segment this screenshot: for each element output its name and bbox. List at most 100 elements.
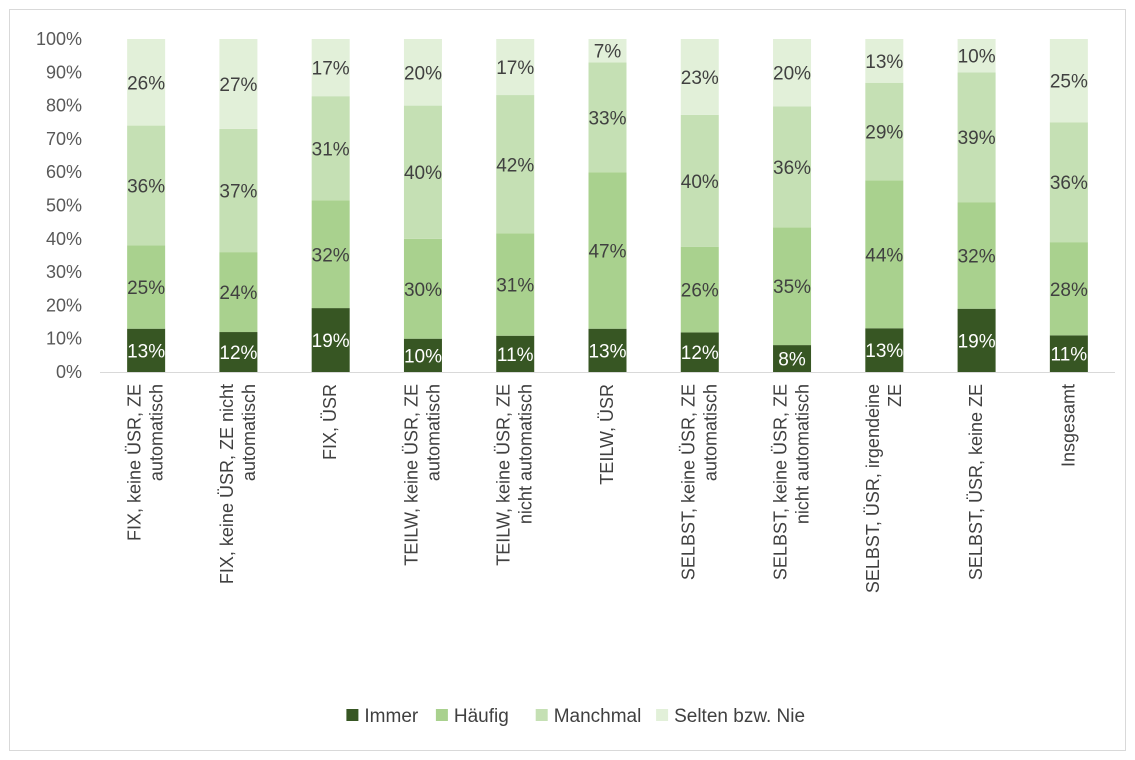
bar-segment-immer xyxy=(773,345,812,372)
y-tick-label: 100% xyxy=(36,29,82,49)
data-label: 13% xyxy=(865,52,903,73)
y-tick-label: 90% xyxy=(46,62,82,82)
legend-label: Immer xyxy=(364,706,419,727)
data-label: 11% xyxy=(1051,345,1088,366)
y-axis: 0% 10% 20% 30% 40% 50% 60% 70% 80% 90% 100% xyxy=(36,29,82,382)
bar-segment-selten-bzw-nie xyxy=(219,39,258,129)
bar-segment-immer xyxy=(680,332,719,372)
data-label: 33% xyxy=(588,108,626,129)
data-label: 35% xyxy=(773,277,811,298)
x-axis: FIX, keine ÜSR, ZE automatisch FIX, keine … xyxy=(100,372,1115,593)
bar-segment-immer xyxy=(219,332,258,372)
bar-segment-manchmal xyxy=(219,128,258,253)
bar-segment-immer xyxy=(127,328,166,372)
bar-segment-manchmal xyxy=(865,82,904,181)
bar-segment-häufig xyxy=(773,227,812,346)
legend: Immer Häufig Manchmal Selten bzw. Nie xyxy=(346,706,805,727)
x-category-label: TEILW, keine ÜSR, ZE automatisch xyxy=(401,384,443,566)
data-label: 40% xyxy=(404,163,442,184)
bar-segment-manchmal xyxy=(773,106,812,228)
data-label: 31% xyxy=(312,139,350,160)
legend-swatch xyxy=(346,709,359,721)
legend-swatch xyxy=(435,709,448,721)
data-label: 11% xyxy=(497,345,534,366)
bar-segment-immer xyxy=(1049,335,1088,372)
x-category-label: FIX, ÜSR xyxy=(320,384,340,460)
data-labels: 13% 25% 36% 26% 12% 24% 37% 27% 19% 32% 31% 17% 10% 3… xyxy=(127,42,1088,371)
data-label: 7% xyxy=(594,42,622,63)
data-label: 42% xyxy=(496,155,534,176)
legend-label: Selten bzw. Nie xyxy=(674,706,805,727)
bar-segment-häufig xyxy=(588,172,627,329)
x-category-label: FIX, keine ÜSR, ZE automatisch xyxy=(125,384,167,541)
x-category-label: TEILW, ÜSR xyxy=(597,384,617,485)
data-label: 25% xyxy=(127,278,165,299)
data-label: 12% xyxy=(219,343,257,364)
bar-segment-manchmal xyxy=(127,125,166,246)
stacked-bar-chart: 0% 10% 20% 30% 40% 50% 60% 70% 80% 90% 100% 13% 25%… xyxy=(36,29,1115,727)
data-label: 13% xyxy=(588,341,626,362)
data-label: 25% xyxy=(1050,72,1088,93)
data-label: 10% xyxy=(404,346,442,367)
data-label: 28% xyxy=(1050,280,1088,301)
bar-segment-selten-bzw-nie xyxy=(680,39,719,115)
data-label: 24% xyxy=(219,283,257,304)
bar-segment-selten-bzw-nie xyxy=(1049,39,1088,123)
bar-segment-manchmal xyxy=(311,96,350,201)
y-tick-label: 70% xyxy=(46,129,82,149)
bar-segment-manchmal xyxy=(957,72,996,203)
x-category-label: TEILW, keine ÜSR, ZE nicht automatisch xyxy=(494,384,536,566)
bar-segment-selten-bzw-nie xyxy=(865,39,904,83)
data-label: 36% xyxy=(127,177,165,198)
bar-segment-selten-bzw-nie xyxy=(127,39,166,126)
data-label: 36% xyxy=(1050,173,1088,194)
bar-segment-häufig xyxy=(680,246,719,333)
data-label: 26% xyxy=(127,73,165,94)
x-category-label: Insgesamt xyxy=(1058,384,1078,467)
chart-frame: 0% 10% 20% 30% 40% 50% 60% 70% 80% 90% 100% 13% 25%… xyxy=(9,9,1126,751)
bars xyxy=(127,39,1088,372)
data-label: 29% xyxy=(865,123,903,144)
bar-segment-häufig xyxy=(127,245,166,329)
data-label: 20% xyxy=(404,63,442,84)
y-tick-label: 40% xyxy=(46,229,82,249)
bar-segment-selten-bzw-nie xyxy=(496,39,535,96)
bar-segment-immer xyxy=(865,328,904,372)
data-label: 32% xyxy=(958,246,996,267)
data-label: 8% xyxy=(778,350,806,371)
x-category-label: SELBST, ÜSR, irgendeine ZE xyxy=(863,384,905,593)
bar-segment-selten-bzw-nie xyxy=(957,39,996,73)
data-label: 44% xyxy=(865,245,903,266)
y-tick-label: 0% xyxy=(56,362,82,382)
y-tick-label: 60% xyxy=(46,162,82,182)
y-tick-label: 10% xyxy=(46,329,82,349)
data-label: 27% xyxy=(219,75,257,96)
data-label: 32% xyxy=(312,245,350,266)
legend-swatch xyxy=(535,709,548,721)
bar-segment-manchmal xyxy=(680,114,719,247)
data-label: 47% xyxy=(588,241,626,262)
bar-segment-manchmal xyxy=(496,95,535,234)
data-label: 31% xyxy=(496,276,534,297)
bar-segment-selten-bzw-nie xyxy=(588,39,627,63)
data-label: 17% xyxy=(496,58,534,79)
data-label: 26% xyxy=(681,281,719,302)
x-category-label: SELBST, ÜSR, keine ZE xyxy=(966,384,986,580)
y-tick-label: 50% xyxy=(46,196,82,216)
data-label: 23% xyxy=(681,68,719,89)
bar-segment-immer xyxy=(957,308,996,372)
bar-segment-häufig xyxy=(957,202,996,309)
y-tick-label: 20% xyxy=(46,295,82,315)
legend-label: Häufig xyxy=(454,706,509,727)
data-label: 30% xyxy=(404,280,442,301)
bar-segment-immer xyxy=(496,335,535,372)
bar-segment-immer xyxy=(403,338,442,372)
bar-segment-immer xyxy=(588,328,627,372)
x-category-label: SELBST, keine ÜSR, ZE automatisch xyxy=(678,384,720,580)
data-label: 12% xyxy=(681,343,719,364)
bar-segment-selten-bzw-nie xyxy=(311,39,350,97)
data-label: 13% xyxy=(865,341,903,362)
bar-segment-selten-bzw-nie xyxy=(403,39,442,106)
bar-segment-manchmal xyxy=(588,62,627,173)
legend-label: Manchmal xyxy=(554,706,642,727)
